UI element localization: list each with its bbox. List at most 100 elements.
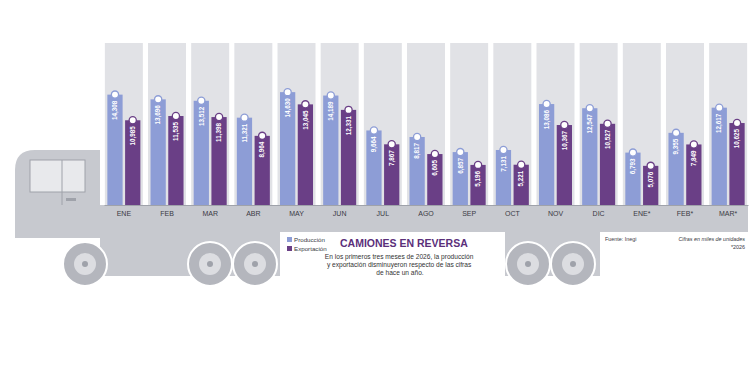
data-label: 8,964 [258, 141, 266, 157]
bar [453, 152, 468, 205]
chart-svg: 14,30813,69613,51211,32114,63014,1899,66… [0, 0, 750, 375]
legend-swatch [287, 246, 292, 251]
bars [107, 89, 744, 205]
x-tick: FEB [160, 205, 174, 217]
legend-item: Producción [287, 236, 326, 243]
x-tick-label: FEB* [677, 210, 694, 217]
bar [496, 150, 511, 205]
x-axis-line [105, 205, 749, 206]
bar-cap [388, 141, 395, 148]
data-label: 6,857 [456, 158, 464, 174]
data-label: 12,331 [345, 115, 353, 135]
x-tick: SEP [462, 205, 476, 217]
legend: Producción Exportación [287, 236, 327, 252]
bar [539, 104, 554, 205]
bar-cap [111, 91, 118, 98]
bar [668, 133, 683, 205]
plot-column [536, 43, 574, 205]
bar [600, 124, 615, 205]
x-tick-label: JUL [377, 210, 390, 217]
wheel-hub [562, 253, 584, 275]
wheel [63, 242, 107, 286]
wheel-hub [244, 253, 266, 275]
bar-cap [457, 149, 464, 156]
x-tick-label: JUN [333, 210, 347, 217]
x-tick-label: MAR* [719, 210, 738, 217]
wheel [233, 242, 277, 286]
wheel-center [525, 261, 531, 267]
x-tick: FEB* [677, 205, 694, 217]
series-0 [107, 89, 727, 205]
data-label: 14,630 [284, 98, 292, 118]
bar [686, 144, 701, 205]
plot-column [407, 43, 445, 205]
bar [409, 137, 424, 205]
bar-cap [345, 106, 352, 113]
data-label: 13,696 [154, 105, 162, 125]
plot-column [623, 43, 661, 205]
data-label: 10,367 [561, 131, 569, 151]
x-tick: NOV [548, 205, 564, 217]
wheel-center [570, 261, 576, 267]
x-tick: OCT [505, 205, 521, 217]
x-tick-label: AGO [418, 210, 434, 217]
data-label: 6,793 [629, 158, 637, 174]
data-label: 12,617 [715, 113, 723, 133]
plot-column [493, 43, 531, 205]
bar-cap [259, 132, 266, 139]
title-panel [280, 232, 505, 287]
x-tick-label: OCT [505, 210, 521, 217]
subtitle: En los primeros tres meses de 2026, la p… [325, 253, 475, 276]
bar [168, 116, 183, 205]
bar-cap [690, 141, 697, 148]
data-label: 14,189 [327, 101, 335, 121]
bar-cap [302, 101, 309, 108]
data-label: 6,605 [431, 160, 439, 176]
x-tick: AGO [418, 205, 434, 217]
title: CAMIONES EN REVERSA [340, 237, 468, 249]
wheel-center [207, 261, 213, 267]
bar-cap [215, 113, 222, 120]
bar-cap [327, 92, 334, 99]
wheel [188, 242, 232, 286]
bar [211, 117, 226, 205]
data-label: 12,547 [586, 114, 594, 134]
data-label: 7,867 [388, 150, 396, 166]
plot-column [580, 43, 618, 205]
plot-column [234, 43, 272, 205]
bar [194, 101, 209, 205]
footnote: *2026 [731, 244, 745, 250]
bar [557, 125, 572, 205]
data-label: 13,045 [302, 110, 310, 130]
columns [105, 43, 747, 205]
x-tick: ABR [246, 205, 260, 217]
x-tick-label: ENE [117, 210, 132, 217]
bar-cap [241, 114, 248, 121]
data-label: 11,398 [215, 123, 223, 142]
bar [582, 108, 597, 205]
bar [255, 136, 270, 205]
legend-label: Exportación [294, 245, 327, 252]
bar [151, 99, 166, 205]
note: Cifras en miles de unidades [678, 236, 745, 242]
bar [643, 166, 658, 205]
x-tick: MAR [202, 205, 218, 217]
plot-column [321, 43, 359, 205]
bar-cap [647, 162, 654, 169]
legend-item: Exportación [287, 245, 327, 252]
bar [280, 92, 295, 205]
data-label: 10,527 [604, 129, 612, 149]
bar-cap [155, 96, 162, 103]
bar-cap [673, 129, 680, 136]
data-label: 8,817 [413, 142, 421, 158]
bar-cap [586, 105, 593, 112]
x-tick-label: ABR [246, 210, 260, 217]
bar [323, 96, 338, 205]
bar-cap [129, 117, 136, 124]
bar-cap [284, 89, 291, 96]
data-label: 10,625 [733, 129, 741, 149]
data-label: 5,196 [474, 170, 482, 186]
bar-cap [716, 104, 723, 111]
data-label: 7,849 [690, 150, 698, 166]
wheel-hub [74, 253, 96, 275]
